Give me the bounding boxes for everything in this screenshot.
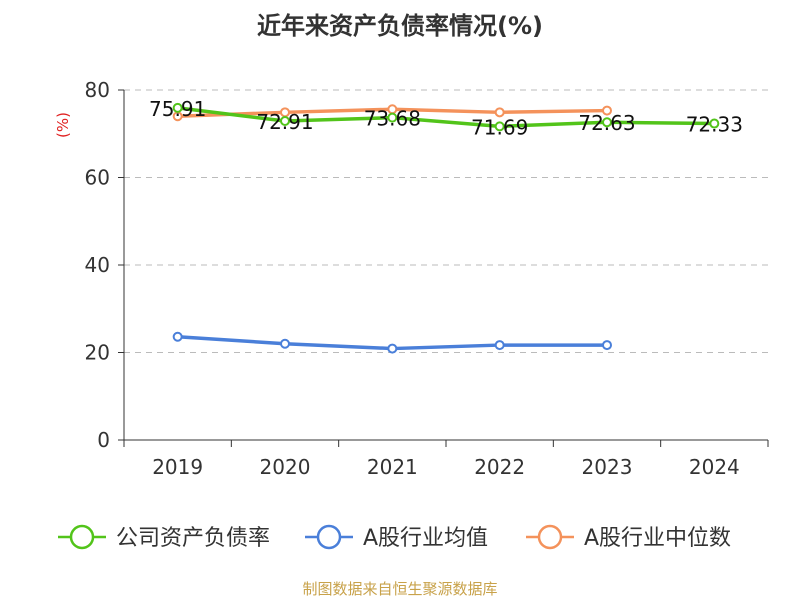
- y-tick-label: 40: [85, 253, 110, 277]
- grid-layer: [124, 89, 768, 353]
- data-label: 75.91: [149, 97, 206, 121]
- data-point: [494, 107, 505, 118]
- source-note: 制图数据来自恒生聚源数据库: [302, 580, 498, 598]
- x-tick-label: 2021: [367, 455, 418, 479]
- data-point: [172, 331, 183, 342]
- series-layer: [172, 102, 720, 354]
- x-tick-label: 2022: [474, 455, 525, 479]
- y-tick-label: 60: [85, 166, 110, 190]
- legend-label: A股行业中位数: [584, 526, 731, 551]
- data-label: 72.91: [256, 110, 313, 134]
- data-label-layer: 75.91 72.91 73.68 71.69 72.63 72.33: [149, 97, 743, 139]
- data-point: [280, 116, 290, 127]
- data-label: 72.33: [686, 113, 743, 137]
- legend-label: 公司资产负债率: [116, 526, 270, 551]
- legend-marker: [316, 524, 342, 550]
- data-label: 73.68: [364, 107, 421, 131]
- data-point: [602, 105, 612, 116]
- data-point: [602, 117, 612, 128]
- y-axis-label: (%): [54, 112, 72, 138]
- legend-item-company: 公司资产负债率: [58, 524, 270, 551]
- y-tick-label: 20: [85, 341, 110, 365]
- x-tick-label: 2019: [152, 455, 203, 479]
- x-tick-label: 2023: [582, 455, 633, 479]
- legend-label: A股行业均值: [363, 526, 488, 551]
- data-point: [172, 102, 183, 113]
- data-label: 71.69: [471, 115, 528, 139]
- x-tick-label: 2024: [689, 455, 740, 479]
- series-1: [172, 331, 612, 354]
- y-tick-label: 80: [85, 78, 110, 102]
- series-line: [177, 106, 715, 129]
- data-label: 72.63: [578, 111, 635, 135]
- data-point: [387, 112, 398, 123]
- legend: 公司资产负债率 A股行业均值 A股行业中位数: [58, 524, 731, 551]
- axis-layer: 0 20 40 60 80 2019 2020 2021 2022 2023 2024 (%): [54, 78, 769, 479]
- data-point: [387, 343, 398, 354]
- legend-item-industry-mean: A股行业均值: [305, 524, 488, 551]
- legend-marker: [537, 524, 563, 550]
- legend-marker: [69, 524, 95, 550]
- data-point: [494, 121, 505, 132]
- data-point: [709, 118, 720, 129]
- series-0: [172, 102, 720, 132]
- y-tick-label: 0: [97, 428, 110, 452]
- data-point: [280, 338, 290, 349]
- chart-title: 近年来资产负债率情况(%): [257, 12, 543, 40]
- x-tick-label: 2020: [260, 455, 311, 479]
- data-point: [494, 340, 505, 351]
- legend-item-industry-median: A股行业中位数: [526, 524, 731, 551]
- data-point: [602, 340, 612, 351]
